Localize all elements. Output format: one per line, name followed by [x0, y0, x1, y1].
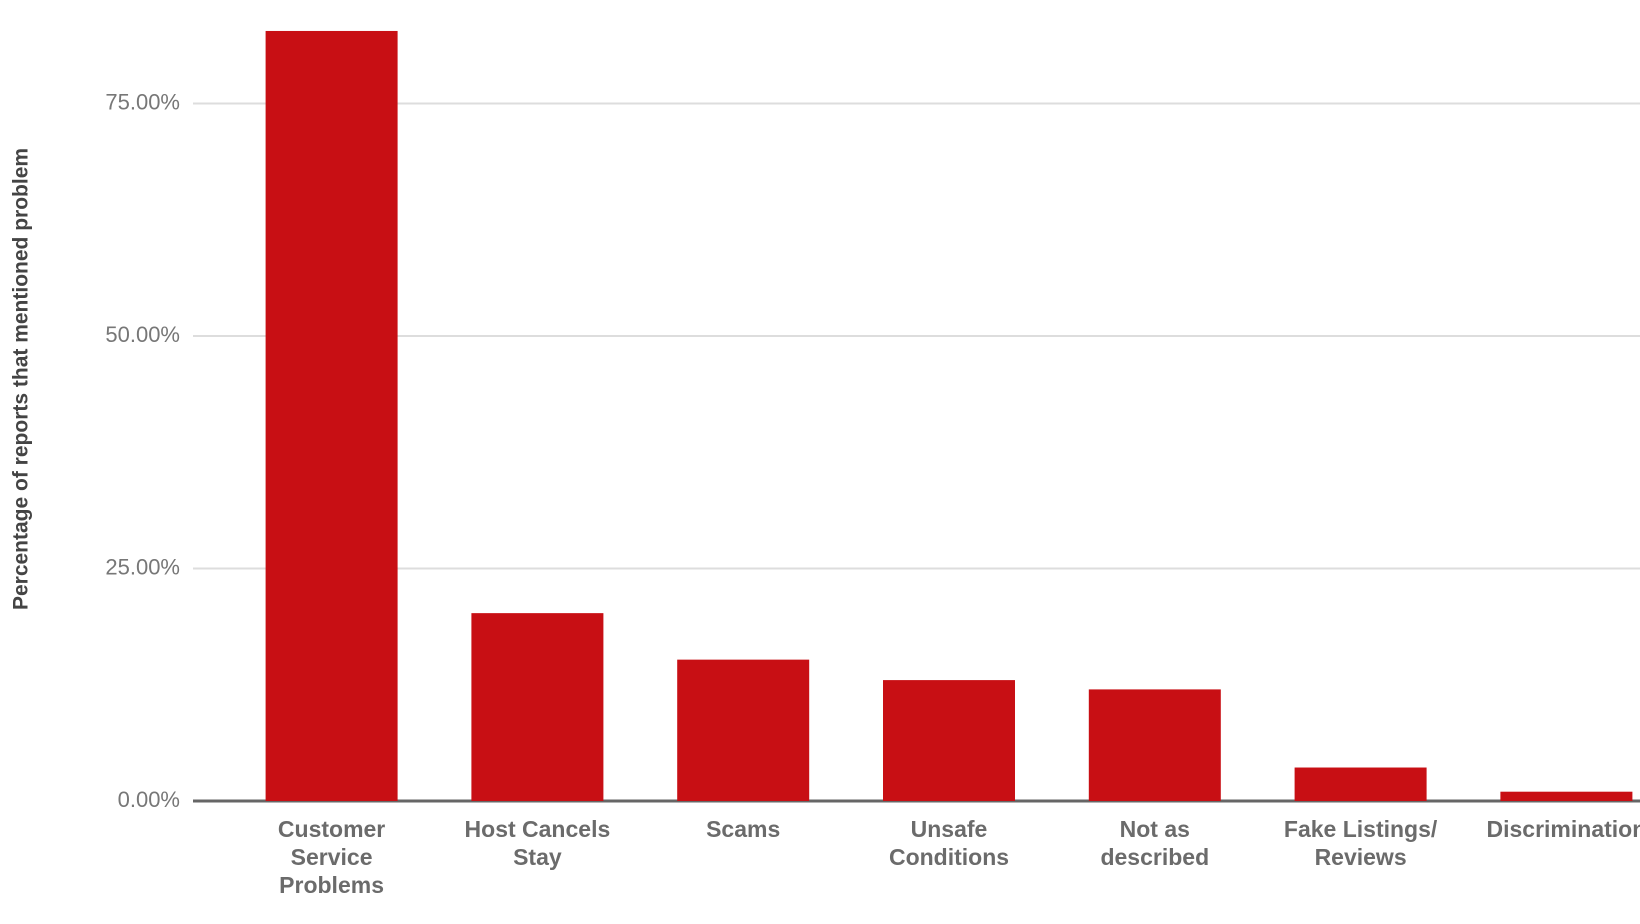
x-tick-label: Scams — [706, 816, 781, 842]
x-tick-label: Not as described — [1100, 816, 1210, 870]
x-tick-label: Discrimination — [1486, 816, 1640, 842]
bar — [1500, 791, 1633, 801]
y-axis-title: Percentage of reports that mentioned pro… — [10, 148, 33, 610]
x-tick-label: Fake Listings/ Reviews — [1283, 816, 1438, 870]
bar — [1088, 689, 1221, 801]
y-tick-label: 50.00% — [105, 322, 180, 347]
y-tick-label: 0.00% — [118, 787, 180, 812]
x-tick-label: Unsafe Conditions — [888, 816, 1010, 870]
y-tick-label: 75.00% — [105, 89, 180, 114]
bar — [265, 30, 398, 801]
bar — [471, 613, 604, 801]
bar — [677, 659, 810, 801]
y-tick-label: 25.00% — [105, 554, 180, 579]
x-tick-label: Host Cancels Stay — [464, 816, 611, 870]
bar — [1294, 767, 1427, 801]
x-tick-label: Customer Service Problems — [277, 816, 386, 898]
bar — [883, 680, 1015, 801]
